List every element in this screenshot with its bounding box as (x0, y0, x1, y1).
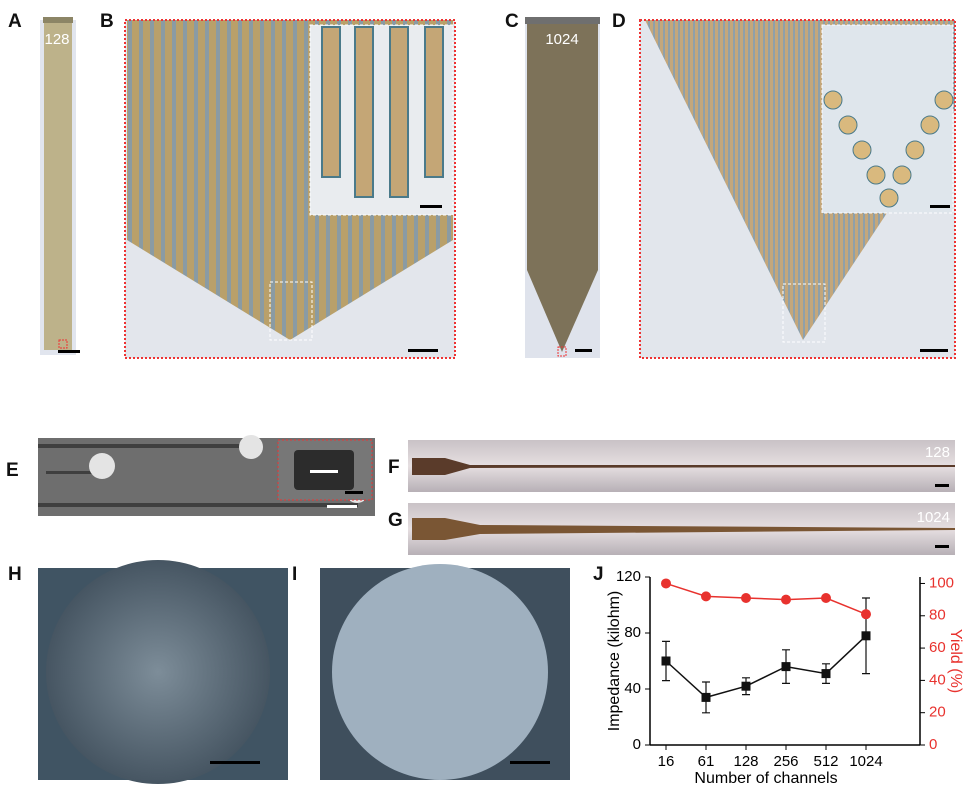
data-point (821, 593, 831, 603)
x-tick-label: 512 (813, 753, 838, 770)
panel-c-image (525, 17, 600, 358)
panel-label: C (505, 11, 519, 32)
data-point (702, 693, 711, 702)
channel-count: 1024 (545, 31, 578, 48)
panel-e-image (38, 435, 375, 516)
panel-label: A (8, 11, 22, 32)
panel-h-image (38, 560, 288, 784)
data-point (782, 662, 791, 671)
panel-label: F (388, 457, 400, 478)
y-tick-label: 80 (624, 624, 641, 641)
panel-label: J (593, 564, 604, 585)
data-point (741, 593, 751, 603)
data-point (822, 669, 831, 678)
panel-label: H (8, 564, 22, 585)
x-tick-label: 256 (773, 753, 798, 770)
x-axis-label: Number of channels (694, 770, 837, 786)
x-tick-label: 61 (698, 753, 715, 770)
figure: A B C D E F G H I J 128 1024 128 1024 Im… (0, 0, 964, 786)
y2-tick-label: 60 (929, 639, 946, 656)
panel-i-image (320, 564, 570, 780)
panel-f-image (408, 440, 955, 492)
panel-label: D (612, 11, 626, 32)
y2-tick-label: 100 (929, 574, 954, 591)
channel-count: 128 (44, 31, 69, 48)
data-point (861, 609, 871, 619)
series-line (666, 636, 866, 698)
panel-d-image (640, 20, 955, 358)
data-point (781, 595, 791, 605)
panel-j-chart: Impedance (kilohm) Yield (%) Number of c… (606, 568, 964, 786)
channel-count: 128 (925, 444, 950, 461)
panel-g-image (408, 503, 955, 555)
panel-a-image (40, 17, 80, 355)
panel-b-image (125, 20, 455, 358)
data-point (742, 682, 751, 691)
data-point (701, 591, 711, 601)
x-tick-label: 1024 (849, 753, 882, 770)
series-line (666, 583, 866, 614)
y-axis-label: Impedance (kilohm) (606, 591, 623, 732)
y-tick-label: 120 (616, 568, 641, 585)
y2-tick-label: 0 (929, 736, 937, 753)
y-tick-label: 40 (624, 680, 641, 697)
channel-count: 1024 (917, 509, 950, 526)
y2-tick-label: 20 (929, 704, 946, 721)
panel-label: B (100, 11, 114, 32)
y2-tick-label: 40 (929, 671, 946, 688)
y2-axis-label: Yield (%) (947, 629, 964, 693)
data-point (862, 631, 871, 640)
x-tick-label: 16 (658, 753, 675, 770)
y-tick-label: 0 (633, 736, 641, 753)
panel-label: E (6, 460, 19, 481)
x-tick-label: 128 (733, 753, 758, 770)
panel-label: I (292, 564, 297, 585)
panel-label: G (388, 510, 403, 531)
data-point (661, 578, 671, 588)
data-point (662, 657, 671, 666)
y2-tick-label: 80 (929, 607, 946, 624)
